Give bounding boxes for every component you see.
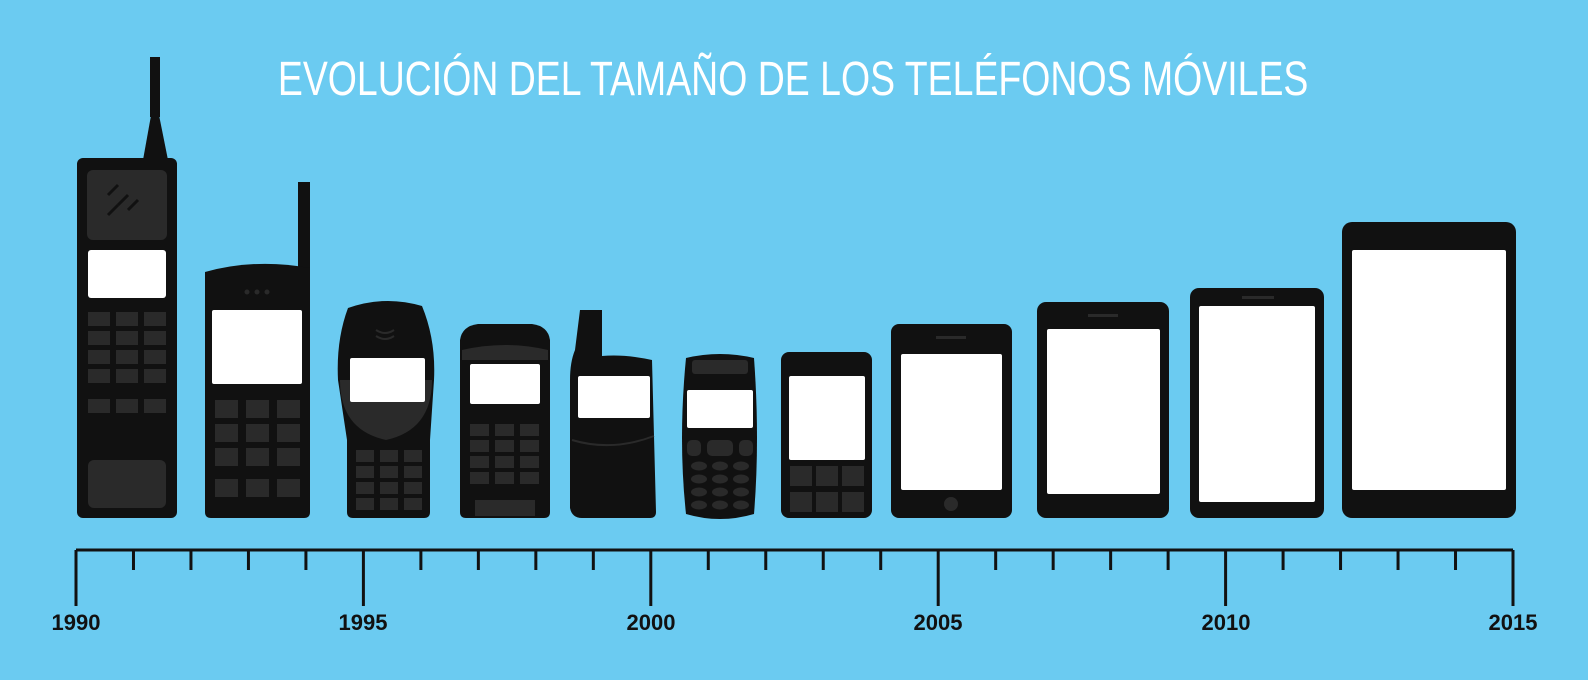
antenna-phone-icon bbox=[205, 182, 310, 518]
year-label: 1990 bbox=[52, 610, 101, 635]
year-label: 2005 bbox=[914, 610, 963, 635]
timeline-axis bbox=[74, 548, 1515, 606]
year-label: 2000 bbox=[627, 610, 676, 635]
page-title: EVOLUCIÓN DEL TAMAÑO DE LOS TELÉFONOS MÓ… bbox=[277, 53, 1309, 106]
candybar-phone-icon bbox=[460, 324, 550, 518]
smartphone-icon bbox=[1190, 288, 1324, 518]
year-label: 1995 bbox=[339, 610, 388, 635]
timeline-labels: 1990 1995 2000 2005 2010 2015 bbox=[52, 610, 1538, 635]
rounded-phone-icon bbox=[337, 300, 435, 518]
brick-phone-icon bbox=[77, 57, 177, 518]
phablet-icon bbox=[1342, 222, 1516, 518]
smartphone-icon bbox=[891, 324, 1012, 518]
keyboard-phone-icon bbox=[781, 352, 872, 518]
stub-antenna-phone-icon bbox=[570, 310, 656, 518]
smartphone-icon bbox=[1037, 302, 1169, 518]
year-label: 2015 bbox=[1489, 610, 1538, 635]
year-label: 2010 bbox=[1202, 610, 1251, 635]
compact-phone-icon bbox=[682, 354, 757, 519]
